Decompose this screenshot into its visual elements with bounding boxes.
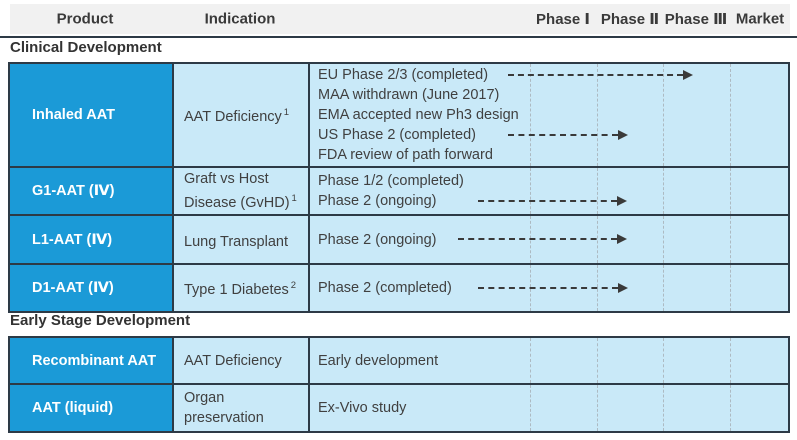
status-line: Ex-Vivo study xyxy=(318,400,407,416)
status-line: EMA accepted new Ph3 design xyxy=(318,107,519,123)
table-row-d1-aat: D1-AAT (Ⅳ) Type 1 Diabetes 2 Phase 2 (com… xyxy=(10,265,788,311)
footnote-marker: 1 xyxy=(283,107,290,119)
indication-cell: Lung Transplant xyxy=(174,216,310,263)
indication-label: AAT Deficiency xyxy=(184,108,282,125)
footnote-marker: 1 xyxy=(291,193,297,205)
phase-gridline xyxy=(663,385,664,431)
status-cell: Phase 2 (ongoing) xyxy=(310,216,788,263)
status-line: EU Phase 2/3 (completed) xyxy=(318,67,489,83)
indication-text: AAT Deficiency 1 xyxy=(184,103,289,127)
indication-label: AAT Deficiency xyxy=(184,352,282,369)
timeline-arrow-to-phase3 xyxy=(508,70,693,80)
table-row-l1-aat: L1-AAT (Ⅳ) Lung Transplant Phase 2 (ongo… xyxy=(10,216,788,265)
phase-gridline xyxy=(597,338,598,383)
indication-text: Type 1 Diabetes 2 xyxy=(184,276,296,300)
product-name: G1-AAT (Ⅳ) xyxy=(32,183,115,199)
phase-gridline xyxy=(530,385,531,431)
phase-gridline xyxy=(730,64,731,166)
status-line: Phase 2 (ongoing) xyxy=(318,231,437,248)
status-cell: Phase 2 (completed) xyxy=(310,265,788,311)
product-name: AAT (liquid) xyxy=(32,400,114,416)
indication-text: Lung Transplant xyxy=(184,228,290,252)
status-cell: Early development xyxy=(310,338,788,383)
phase-gridline xyxy=(530,64,531,166)
indication-cell: AAT Deficiency 1 xyxy=(174,64,310,166)
indication-label: Lung Transplant xyxy=(184,233,288,250)
section-title-early-stage: Early Stage Development xyxy=(10,312,191,329)
phase-gridline xyxy=(663,64,664,166)
column-header-market: Market xyxy=(735,10,785,28)
phase-gridline xyxy=(730,385,731,431)
section-title-clinical: Clinical Development xyxy=(10,39,162,56)
table-row-inhaled-aat: Inhaled AAT AAT Deficiency 1 EU Phase 2/3… xyxy=(10,64,788,168)
phase-gridline xyxy=(730,168,731,214)
phase-gridline xyxy=(530,168,531,214)
product-name: L1-AAT (Ⅳ) xyxy=(32,231,113,248)
product-cell: D1-AAT (Ⅳ) xyxy=(10,265,174,311)
status-cell: Ex-Vivo study xyxy=(310,385,788,431)
indication-cell: Graft vs Host Disease (GvHD) 1 xyxy=(174,168,310,214)
timeline-arrow-to-phase2 xyxy=(478,283,628,293)
column-header-bar xyxy=(10,4,790,34)
column-header-phase2: Phase Ⅱ xyxy=(600,11,660,28)
indication-text: Organ preservation xyxy=(184,388,300,428)
timeline-arrow-to-phase2 xyxy=(478,196,627,206)
phase-gridline xyxy=(663,216,664,263)
product-cell: G1-AAT (Ⅳ) xyxy=(10,168,174,214)
product-name: Recombinant AAT xyxy=(32,352,157,369)
indication-label: Graft vs Host Disease (GvHD) xyxy=(184,171,290,211)
status-line: FDA review of path forward xyxy=(318,147,493,163)
column-header-indication: Indication xyxy=(204,10,276,28)
status-line: Phase 1/2 (completed) xyxy=(318,173,464,189)
table-row-recombinant-aat: Recombinant AAT AAT Deficiency Early dev… xyxy=(10,338,788,385)
phase-gridline xyxy=(663,168,664,214)
phase-gridline xyxy=(530,338,531,383)
phase-gridline xyxy=(597,168,598,214)
status-line: Phase 2 (completed) xyxy=(318,280,452,296)
header-divider-line xyxy=(0,36,797,38)
timeline-arrow-to-phase2 xyxy=(508,130,628,140)
early-stage-table: Recombinant AAT AAT Deficiency Early dev… xyxy=(8,336,790,433)
phase-gridline xyxy=(663,265,664,311)
phase-gridline xyxy=(597,385,598,431)
product-cell: Inhaled AAT xyxy=(10,64,174,166)
product-name: Inhaled AAT xyxy=(32,107,115,123)
product-cell: L1-AAT (Ⅳ) xyxy=(10,216,174,263)
indication-text: AAT Deficiency xyxy=(184,351,282,371)
indication-cell: Type 1 Diabetes 2 xyxy=(174,265,310,311)
table-row-g1-aat: G1-AAT (Ⅳ) Graft vs Host Disease (GvHD) 1… xyxy=(10,168,788,216)
status-line: Early development xyxy=(318,352,439,369)
status-cell: EU Phase 2/3 (completed) MAA withdrawn (… xyxy=(310,64,788,166)
status-line: US Phase 2 (completed) xyxy=(318,127,476,143)
status-cell: Phase 1/2 (completed) Phase 2 (ongoing) xyxy=(310,168,788,214)
timeline-arrow-to-phase2 xyxy=(458,234,627,244)
status-line: Phase 2 (ongoing) xyxy=(318,193,437,209)
indication-cell: AAT Deficiency xyxy=(174,338,310,383)
column-header-phase3: Phase Ⅲ xyxy=(664,11,728,28)
indication-label: Organ preservation xyxy=(184,390,264,426)
column-header-product: Product xyxy=(56,10,114,28)
phase-gridline xyxy=(597,64,598,166)
column-header-phase1: Phase Ⅰ xyxy=(536,11,590,28)
indication-text: Graft vs Host Disease (GvHD) 1 xyxy=(184,169,300,213)
footnote-marker: 2 xyxy=(290,280,297,292)
phase-gridline xyxy=(730,265,731,311)
table-row-aat-liquid: AAT (liquid) Organ preservation Ex-Vivo … xyxy=(10,385,788,431)
phase-gridline xyxy=(730,338,731,383)
indication-label: Type 1 Diabetes xyxy=(184,281,289,298)
product-name: D1-AAT (Ⅳ) xyxy=(32,280,114,296)
status-line: MAA withdrawn (June 2017) xyxy=(318,87,500,103)
phase-gridline xyxy=(663,338,664,383)
phase-gridline xyxy=(730,216,731,263)
product-cell: AAT (liquid) xyxy=(10,385,174,431)
indication-cell: Organ preservation xyxy=(174,385,310,431)
product-cell: Recombinant AAT xyxy=(10,338,174,383)
clinical-development-table: Inhaled AAT AAT Deficiency 1 EU Phase 2/3… xyxy=(8,62,790,313)
